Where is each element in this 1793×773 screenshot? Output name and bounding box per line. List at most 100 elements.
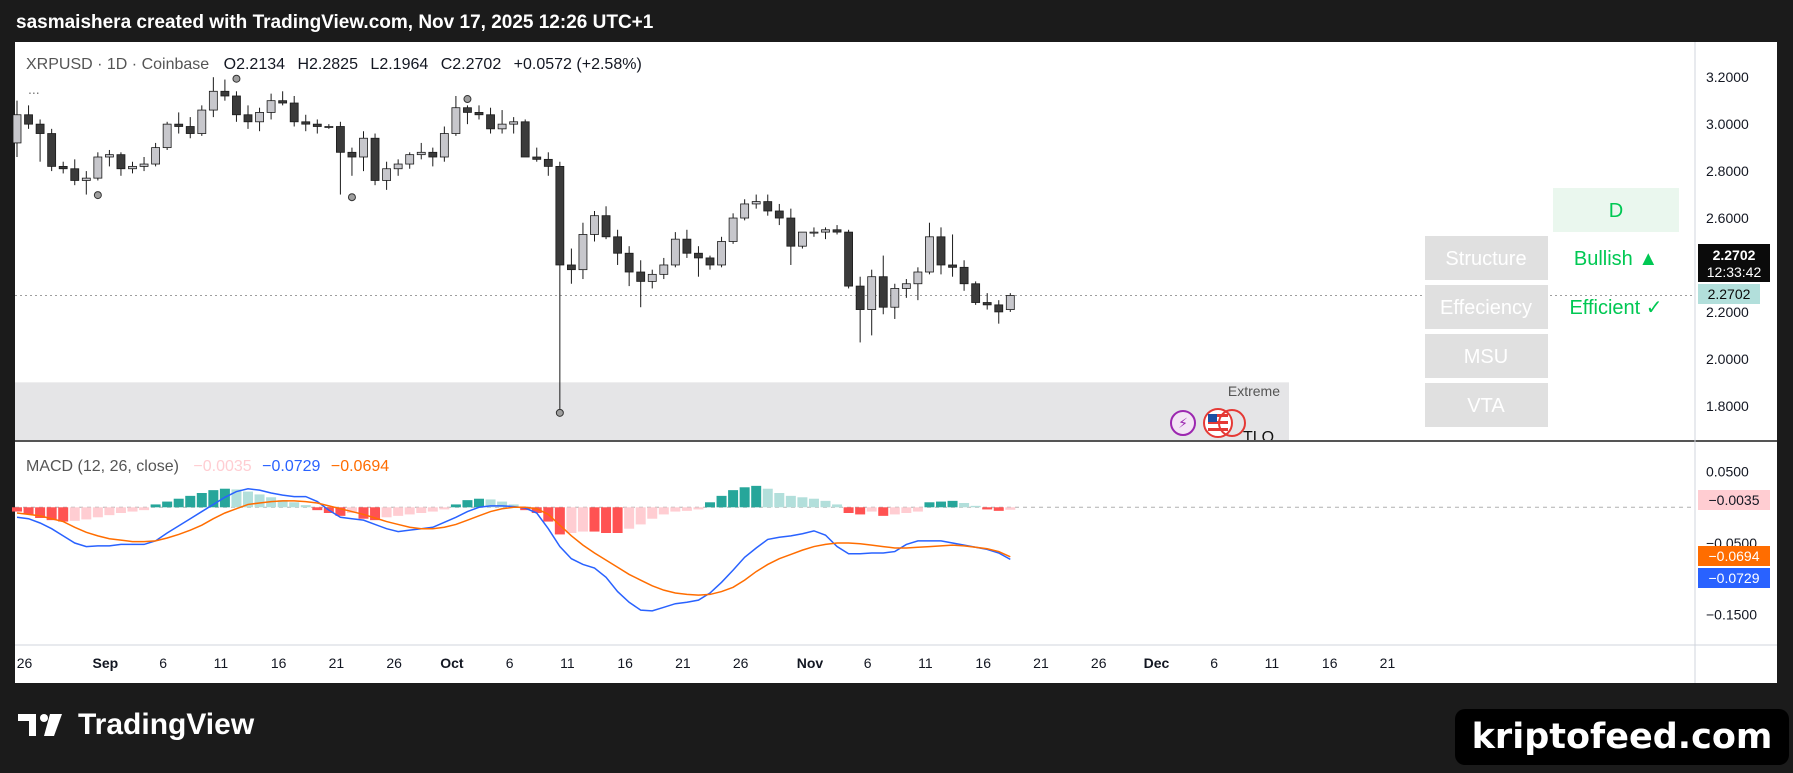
candle-body [405,154,415,165]
candle-body [278,100,288,104]
candle-body [289,102,299,123]
candle-body [128,165,137,170]
attribution-text: sasmaishera created with TradingView.com… [16,12,654,33]
candle-body [670,238,680,266]
macd-histogram-bar [912,507,923,512]
swing-marker [347,193,356,202]
macd-histogram-bar [774,493,785,508]
macd-histogram-bar [1005,507,1016,510]
extreme-zone-label: Extreme [1228,383,1280,399]
candle-body [335,126,345,153]
low-label: L [370,56,379,73]
chart-area[interactable]: Extreme ⚡ TLO 3.2000 3.0000 2.8000 2.6000 2.… [0,0,1793,700]
bar-countdown: 12:33:42 [1707,264,1762,280]
signal-tag [1698,546,1770,566]
price-tick-label: 2.0000 [1706,351,1749,367]
candle-body [70,168,80,181]
tradingview-logo[interactable]: TradingView [18,708,254,742]
macd-histogram-bar [670,507,681,512]
macd-histogram-bar [35,507,46,518]
candle-body [948,264,957,268]
time-tick-label: 6 [1210,655,1218,671]
candlestick-series [12,77,1015,413]
macd-histogram-bar [139,507,150,511]
macd-histogram-bar [658,507,669,515]
price-tick-label: 2.2000 [1706,304,1749,320]
macd-histogram-bar [970,505,981,508]
macd-histogram-bar [889,507,900,515]
candle-body [543,158,553,167]
structure-label: Structure [1445,248,1526,270]
time-tick-label: 21 [1033,655,1049,671]
more-indicators: ... [28,81,40,97]
macd-histogram-bar [346,507,357,513]
extreme-zone [15,382,1289,441]
time-tick-label: 16 [1322,655,1338,671]
timeframe-cell [1553,188,1679,232]
signal-value: −0.0694 [331,458,389,475]
macd-histogram-bar [705,502,715,508]
lightning-icon[interactable] [1170,410,1196,436]
macd-histogram-bar [450,504,461,508]
candle-body [439,133,449,158]
watermark-text: kriptofeed.com [1471,717,1773,757]
candle-body [567,264,576,271]
macd-histogram-bar [762,488,773,508]
macd-histogram [12,485,1016,535]
time-tick-label: 6 [159,655,167,671]
candle-body [220,90,230,97]
macd-histogram-bar [185,495,196,508]
macd-histogram-bar [115,507,126,513]
svg-text:XRPUSD · 1D · Coinbase O: XRPUSD · 1D · Coinbase O2.2134 H2.2825 L… [26,56,642,73]
news-icons[interactable]: ⚡ [1170,408,1246,438]
candle-body [890,288,900,308]
candle-body [105,154,114,158]
macd-histogram-bar [474,498,484,508]
candle-body [463,107,472,113]
candle-body [185,126,195,134]
swing-marker [555,408,564,417]
candle-body [740,203,750,219]
line-price-value: 2.2702 [1708,286,1751,302]
time-tick-label: 26 [733,655,749,671]
candle-body [786,217,796,247]
time-tick-label: Sep [93,655,119,671]
us-flag-stripe-2 [1208,421,1228,424]
time-tick-label: Nov [797,655,824,671]
candle-body [832,229,842,233]
macd-hist-tag-value: −0.0035 [1709,492,1760,508]
time-tick-label: 6 [864,655,872,671]
candle-body [312,123,322,127]
candle-body [694,252,703,259]
macd-histogram-bar [277,500,288,508]
macd-histogram-bar [624,507,635,529]
macd-histogram-bar [982,507,993,510]
time-tick-label: 26 [17,655,33,671]
macd-histogram-bar [370,507,381,521]
status-panel: D Structure Bullish ▲ Effeciency Efficie… [1425,188,1679,427]
us-flag-icon-2[interactable] [1218,409,1246,437]
candle-body [451,107,461,134]
macd-histogram-bar [808,498,819,508]
macd-histogram-bar [173,498,184,508]
candle-body [232,95,241,116]
time-axis-labels: 26 Sep 6 11 16 21 26 Oct 6 11 16 21 26 Nov 6 11 16 21 26 De… [17,655,1396,671]
msu-label: MSU [1464,346,1508,368]
macd-histogram-bar [162,501,173,508]
candle-body [393,163,403,170]
us-flag-canton [1208,414,1217,422]
macd-histogram-bar [289,502,300,508]
macd-histogram-bar [878,507,889,516]
candle-body [659,264,669,275]
change-value: +0.0572 (+2.58%) [514,56,642,73]
macd-histogram-bar [832,504,843,508]
macd-histogram-bar [531,507,542,513]
high-label: H [297,56,309,73]
time-tick-label: 21 [329,655,345,671]
macd-histogram-bar [69,507,80,521]
candle-body [197,109,207,134]
macd-histogram-bar [23,507,34,515]
macd-histogram-bar [58,507,69,522]
candle-body [821,229,830,233]
swing-marker [232,74,241,83]
